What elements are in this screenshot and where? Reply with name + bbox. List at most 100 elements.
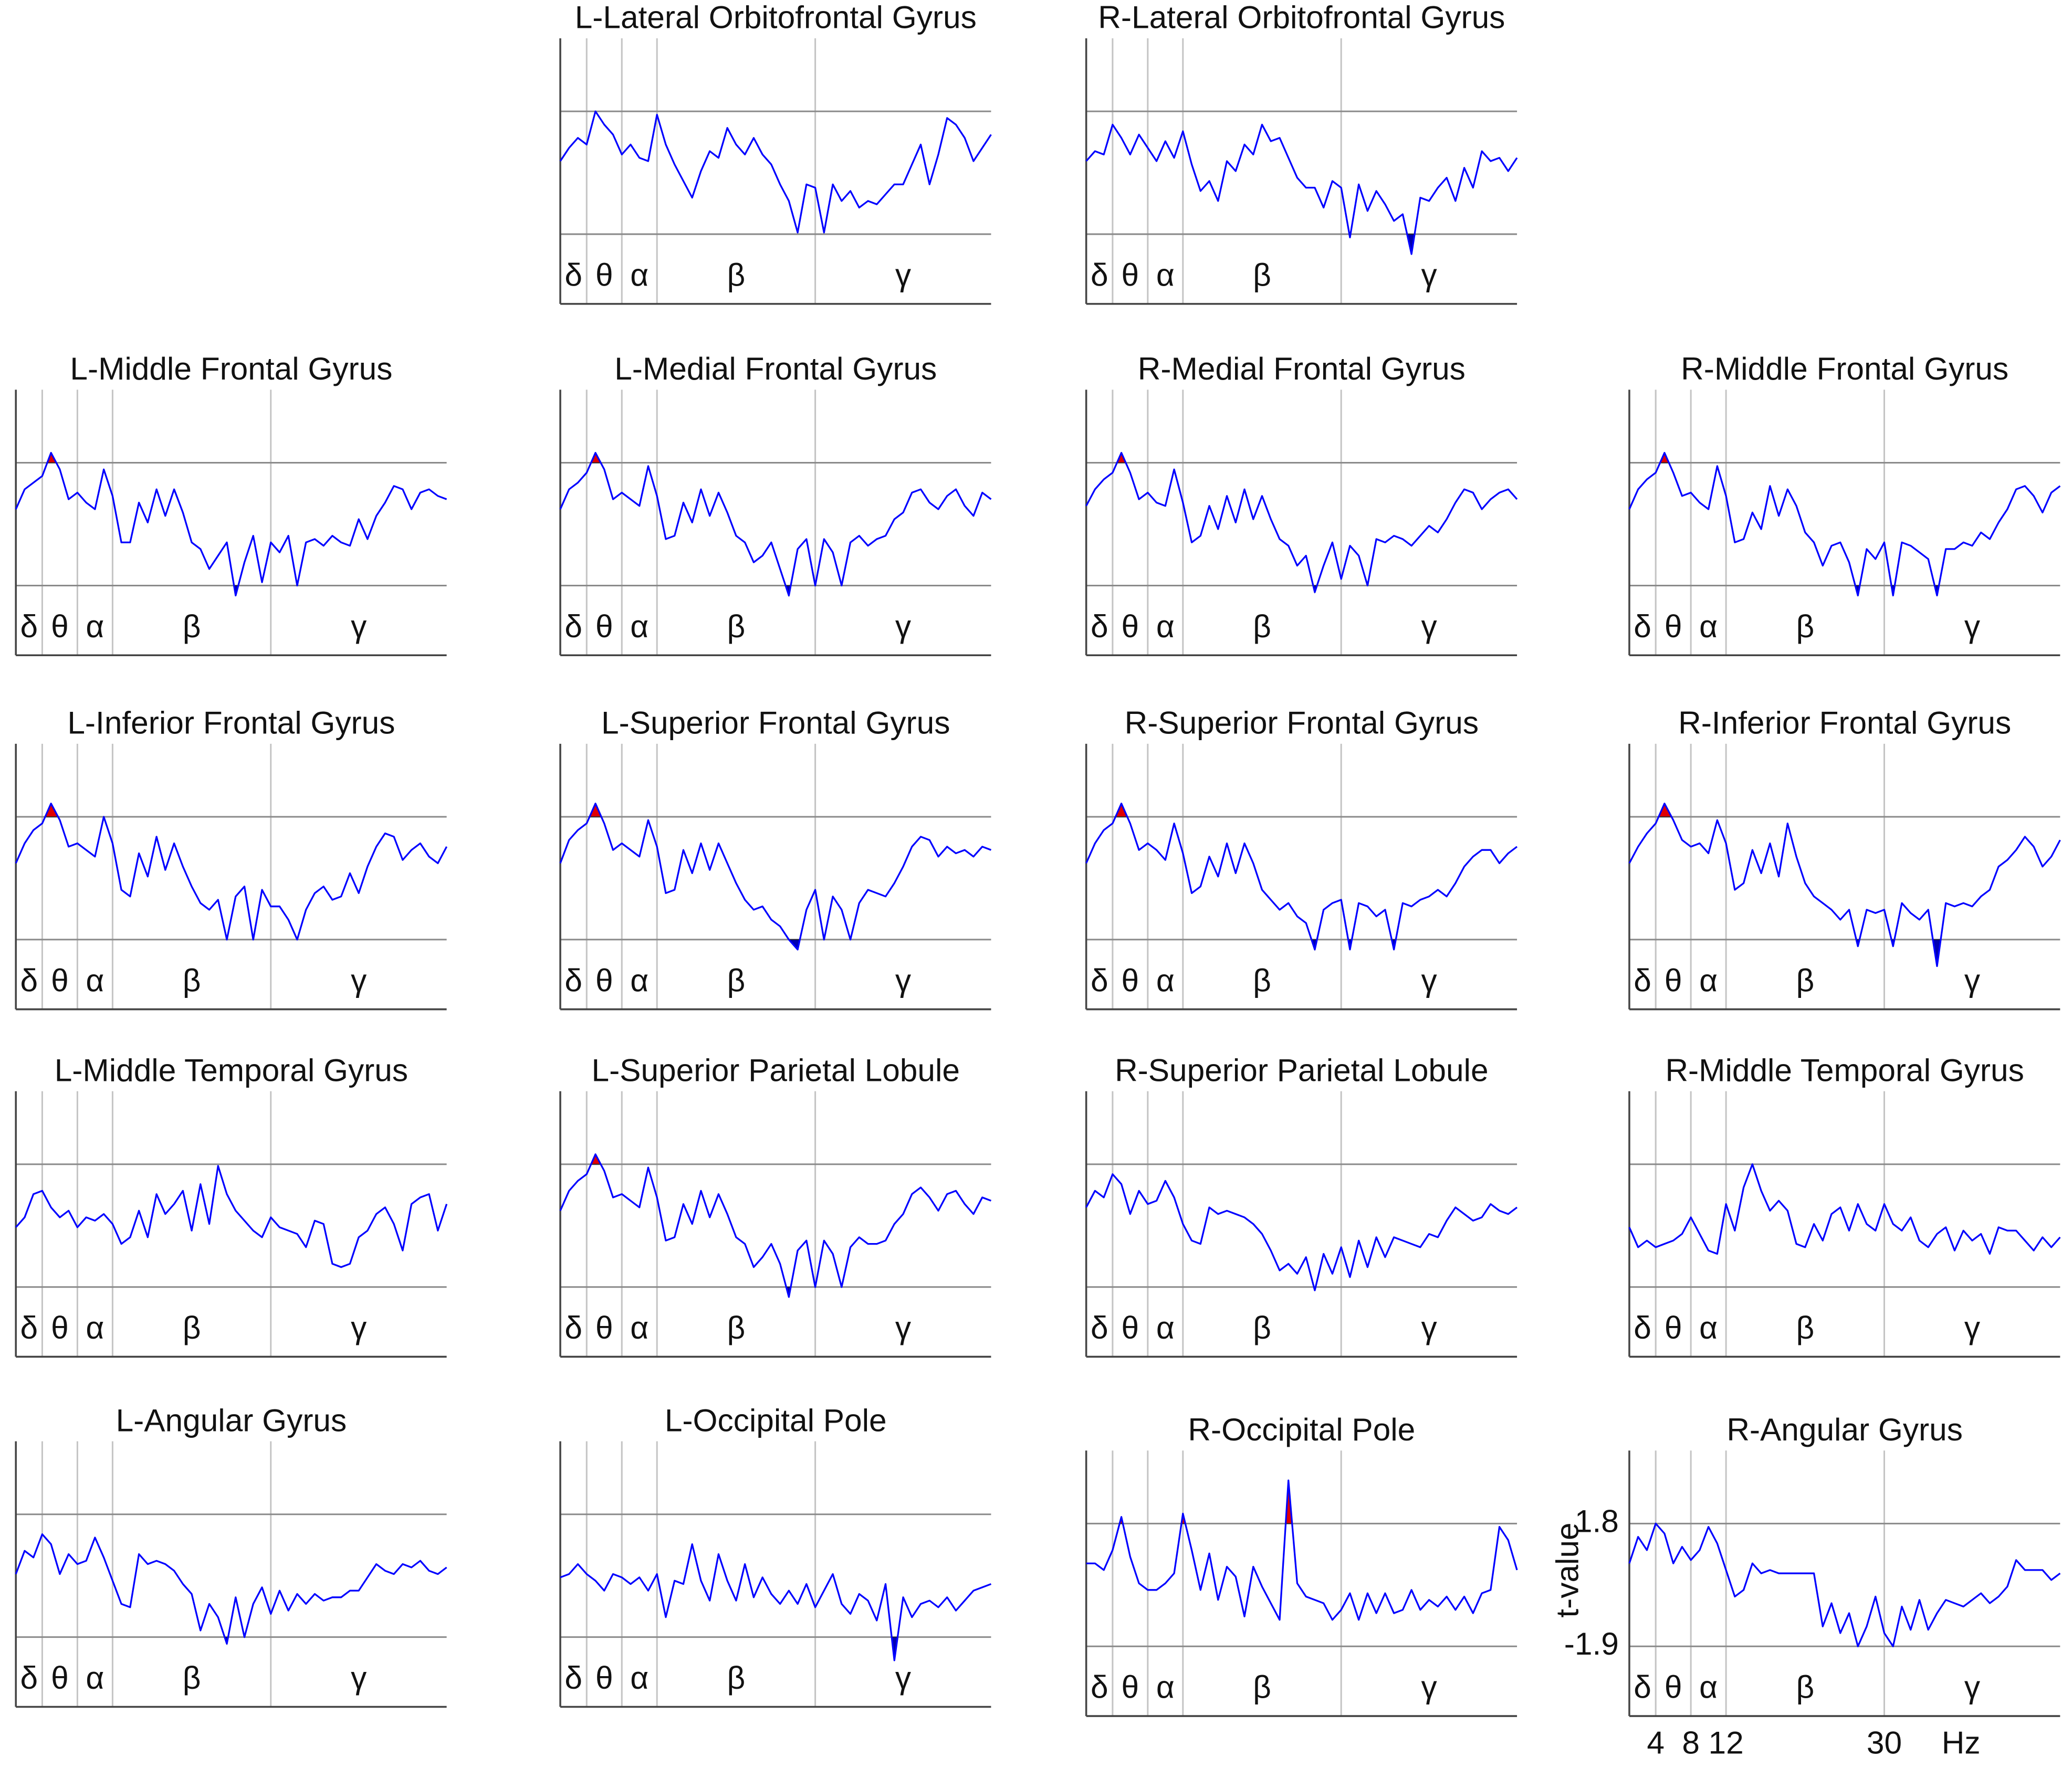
trace xyxy=(560,1543,992,1661)
band-label: θ xyxy=(1665,1310,1682,1345)
band-label: α xyxy=(86,1660,104,1696)
panel: L-Medial Frontal Gyrus δ θ α β γ xyxy=(559,351,992,657)
x-tick-label: 12 xyxy=(1709,1724,1744,1760)
band-label: δ xyxy=(1091,1669,1108,1705)
band-label: δ xyxy=(1634,608,1651,644)
panel: R-Inferior Frontal Gyrus δ θ α β γ xyxy=(1628,705,2061,1011)
trace xyxy=(559,803,992,951)
band-label: β xyxy=(1253,608,1271,644)
band-label: θ xyxy=(1122,1310,1139,1345)
panel: L-Superior Frontal Gyrus δ θ α β γ xyxy=(559,705,992,1011)
band-label: δ xyxy=(1091,257,1108,292)
trace xyxy=(1628,1163,2061,1255)
band-label: δ xyxy=(1634,962,1651,998)
band-label: β xyxy=(727,257,746,292)
panel-title: L-Superior Frontal Gyrus xyxy=(601,705,950,741)
band-label: β xyxy=(727,1660,746,1696)
band-label: α xyxy=(1156,608,1175,644)
trace xyxy=(15,1165,448,1268)
panel: R-Medial Frontal Gyrus δ θ α β γ xyxy=(1085,351,1518,657)
band-label: θ xyxy=(51,962,69,998)
band-label: θ xyxy=(51,608,69,644)
band-label: θ xyxy=(1122,257,1139,292)
band-label: δ xyxy=(20,1660,38,1696)
band-label: γ xyxy=(351,608,367,644)
panel: L-Inferior Frontal Gyrus δ θ α β γ xyxy=(15,705,448,1011)
band-label: γ xyxy=(1421,257,1437,292)
band-label: β xyxy=(183,608,201,644)
trace xyxy=(1085,123,1518,255)
band-label: γ xyxy=(895,608,911,644)
trace xyxy=(15,803,448,941)
band-label: α xyxy=(630,257,648,292)
band-label: α xyxy=(1699,1310,1718,1345)
panel-title: R-Medial Frontal Gyrus xyxy=(1138,351,1466,386)
band-label: γ xyxy=(1964,1669,1980,1705)
band-label: β xyxy=(727,1310,746,1345)
band-label: β xyxy=(1796,1669,1814,1705)
panel-title: R-Middle Temporal Gyrus xyxy=(1665,1052,2024,1088)
band-label: δ xyxy=(1091,608,1108,644)
panel-title: L-Medial Frontal Gyrus xyxy=(614,351,937,386)
band-label: θ xyxy=(1665,608,1682,644)
trace xyxy=(1628,1522,2061,1647)
band-label: γ xyxy=(1421,1669,1437,1705)
band-label: γ xyxy=(1964,1310,1980,1345)
band-label: β xyxy=(1253,1669,1271,1705)
band-label: δ xyxy=(1091,1310,1108,1345)
panel-title: L-Superior Parietal Lobule xyxy=(592,1052,960,1088)
panel: L-Angular Gyrus δ θ α β γ xyxy=(15,1402,447,1708)
panel-title: R-Lateral Orbitofrontal Gyrus xyxy=(1098,0,1505,35)
trace xyxy=(1085,451,1518,593)
band-label: α xyxy=(1156,1669,1175,1705)
band-label: β xyxy=(727,962,746,998)
panel: L-Superior Parietal Lobule δ θ α β γ xyxy=(559,1052,992,1358)
panel-title: L-Middle Temporal Gyrus xyxy=(55,1052,408,1088)
band-label: β xyxy=(1253,1310,1271,1345)
panel: R-Superior Parietal Lobule δ θ α β γ xyxy=(1085,1052,1518,1358)
band-label: α xyxy=(1156,962,1175,998)
panel-title: R-Occipital Pole xyxy=(1188,1412,1415,1447)
band-label: θ xyxy=(1122,608,1139,644)
band-label: α xyxy=(630,1310,648,1345)
trace xyxy=(559,1153,992,1298)
band-label: θ xyxy=(595,962,613,998)
band-label: θ xyxy=(595,1660,613,1696)
band-label: δ xyxy=(20,962,38,998)
panel: L-Occipital Pole δ θ α β γ xyxy=(559,1402,992,1708)
band-label: δ xyxy=(564,608,582,644)
band-label: γ xyxy=(895,1660,911,1696)
band-label: δ xyxy=(1091,962,1108,998)
band-label: α xyxy=(86,608,104,644)
band-label: α xyxy=(86,1310,104,1345)
band-label: α xyxy=(630,962,648,998)
panel-title: L-Middle Frontal Gyrus xyxy=(70,351,392,386)
band-label: α xyxy=(630,608,648,644)
band-label: α xyxy=(1156,1310,1175,1345)
band-label: δ xyxy=(564,962,582,998)
band-label: β xyxy=(1253,257,1271,292)
band-label: δ xyxy=(20,1310,38,1345)
band-label: γ xyxy=(1964,962,1980,998)
band-label: γ xyxy=(1421,1310,1437,1345)
band-label: γ xyxy=(351,962,367,998)
trace xyxy=(1085,1173,1518,1291)
x-tick-label: 8 xyxy=(1682,1724,1700,1760)
band-label: β xyxy=(727,608,746,644)
band-label: γ xyxy=(895,1310,911,1345)
panel: R-Superior Frontal Gyrus δ θ α β γ xyxy=(1085,705,1518,1011)
y-tick-label: 1.8 xyxy=(1575,1503,1619,1539)
band-label: γ xyxy=(895,257,911,292)
panel: R-Occipital Pole δ θ α β γ xyxy=(1085,1412,1518,1717)
panel: L-Lateral Orbitofrontal Gyrus δ θ α β γ xyxy=(559,0,992,305)
x-tick-label: 30 xyxy=(1867,1724,1902,1760)
y-axis-label: t-value xyxy=(1550,1522,1585,1617)
band-label: δ xyxy=(1634,1669,1651,1705)
trace xyxy=(1085,803,1518,951)
band-label: γ xyxy=(1421,608,1437,644)
trace xyxy=(1628,803,2061,967)
band-label: α xyxy=(1156,257,1175,292)
trace xyxy=(15,1533,447,1645)
